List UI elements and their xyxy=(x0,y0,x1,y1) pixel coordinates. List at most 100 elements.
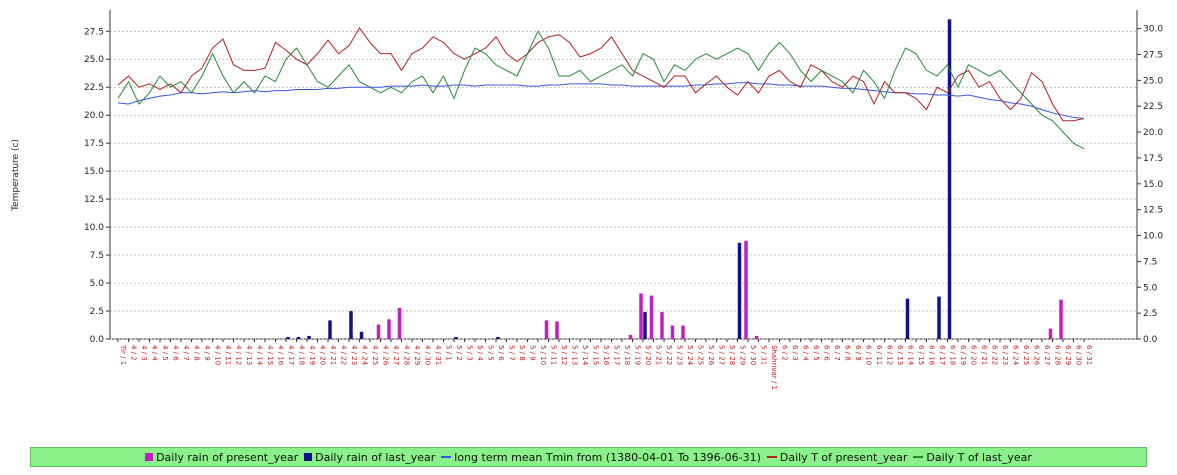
temperature-line xyxy=(117,26,1085,122)
x-tick-label: 6 / 7 xyxy=(833,345,841,361)
y-tick-label: 7.5 xyxy=(90,251,104,261)
x-tick-label: 5 / 15 xyxy=(592,345,600,365)
rain-bar xyxy=(544,320,549,339)
x-tick-label: 6 / 10 xyxy=(865,345,873,365)
x-tick-label: 5 / 9 xyxy=(529,345,537,361)
x-tick-label: 6 / 12 xyxy=(886,345,894,365)
x-tick-label: 5 / 6 xyxy=(497,345,505,361)
x-tick-label: 4 / 22 xyxy=(340,345,348,365)
x-tick-label: 4 / 27 xyxy=(392,345,400,365)
rain-bar xyxy=(628,334,633,339)
legend-label: Daily rain of last_year xyxy=(315,450,436,464)
x-tick-label: 6 / 9 xyxy=(854,345,862,361)
legend-item: Daily rain of last_year xyxy=(304,451,435,464)
x-tick-label: 4 / 29 xyxy=(413,345,421,365)
y-tick-label: 17.5 xyxy=(84,139,104,149)
rain-bar xyxy=(454,336,458,339)
x-tick-label: 5 / 3 xyxy=(466,345,474,361)
x-tick-label: 4 / 10 xyxy=(214,345,222,365)
x-tick-label: 6 / 15 xyxy=(917,345,925,365)
legend-swatch xyxy=(441,456,452,458)
x-tick-label: 4 / 26 xyxy=(382,345,390,366)
rain-bar xyxy=(397,307,402,339)
x-tick-label: 6 / 25 xyxy=(1022,345,1030,365)
y2-tick-label: 12.5 xyxy=(1143,206,1163,216)
x-tick-label: 5 / 13 xyxy=(571,345,579,365)
y2-tick-label: 17.5 xyxy=(1143,154,1163,164)
y2-tick-label: 27.5 xyxy=(1143,50,1163,60)
temperature-line xyxy=(117,82,1085,120)
x-tick-label: 5 / 28 xyxy=(728,345,736,365)
rain-bar xyxy=(359,331,364,339)
x-tick-label: 6 / 8 xyxy=(844,345,852,361)
legend-item: Daily rain of present_year xyxy=(145,451,298,464)
rain-bar xyxy=(349,311,353,339)
x-tick-label: 6 / 18 xyxy=(949,345,957,365)
x-tick-label: 4 / 17 xyxy=(287,345,295,365)
x-tick-label: 5 / 2 xyxy=(455,345,463,361)
x-tick-label: 4 / 7 xyxy=(182,345,190,361)
rain-bar xyxy=(737,242,742,339)
x-tick-label: 4 / 18 xyxy=(298,345,306,365)
x-tick-label: 6 / 4 xyxy=(802,345,810,361)
chart: Temperature (c) 0.0 2.5 5.0 7.5 10.0 12.5 15.0… xyxy=(11,10,1163,390)
x-tick-label: 4 / 8 xyxy=(193,345,201,361)
x-tick-label: 5 / 27 xyxy=(718,345,726,365)
x-tick-label: 5 / 10 xyxy=(539,345,547,365)
x-tick-label: 4 / 14 xyxy=(256,345,264,366)
x-tick-label: 4 / 9 xyxy=(203,345,211,361)
legend-swatch xyxy=(145,453,154,461)
x-tick-label: 6 / 19 xyxy=(959,345,967,365)
temperature-line xyxy=(117,30,1085,150)
x-tick-label: 5 / 24 xyxy=(686,345,694,366)
x-tick-label: 4 / 21 xyxy=(329,345,337,365)
x-tick-label: 4 / 24 xyxy=(361,345,369,366)
legend-item: long term mean Tmin from (1380-04-01 To … xyxy=(441,451,761,464)
x-tick-label: 5 / 4 xyxy=(476,345,484,361)
y2-tick-label: 7.5 xyxy=(1143,257,1157,267)
y-tick-label: 15.0 xyxy=(84,167,104,177)
x-tick-label: 6 / 20 xyxy=(970,345,978,365)
x-tick-label: 6 / 31 xyxy=(1085,345,1093,365)
x-tick-label: 5 / 5 xyxy=(487,345,495,361)
y-tick-label: 12.5 xyxy=(84,195,104,205)
x-tick-label: 6 / 26 xyxy=(1033,345,1041,366)
x-tick-label: 6 / 5 xyxy=(812,345,820,361)
y-tick-label: 0.0 xyxy=(90,335,105,345)
x-tick-label: 6 / 14 xyxy=(907,345,915,366)
rain-bar xyxy=(670,325,675,339)
x-tick-label: 5 / 26 xyxy=(707,345,715,366)
rain-bar xyxy=(681,325,685,339)
x-tick-label: 4 / 12 xyxy=(235,345,243,365)
y2-tick-label: 15.0 xyxy=(1143,180,1163,190)
x-tick-label: 4 / 28 xyxy=(403,345,411,365)
legend-item: Daily T of present_year xyxy=(766,451,907,464)
rain-bar xyxy=(1048,328,1053,339)
x-tick-label: 4 / 16 xyxy=(277,345,285,366)
y2-tick-label: 20.0 xyxy=(1143,128,1163,138)
x-tick-label: 5 / 25 xyxy=(697,345,705,365)
legend-item: Daily T of last_year xyxy=(913,451,1032,464)
y-axis-label: Temperature (c) xyxy=(11,139,21,212)
x-tick-label: 4 / 11 xyxy=(224,345,232,365)
rain-bar xyxy=(660,312,664,339)
x-tick-label: 5 / 14 xyxy=(581,345,589,366)
x-tick-label: 5 / 16 xyxy=(602,345,610,366)
y-tick-label: 2.5 xyxy=(90,307,104,317)
y-tick-label: 20.0 xyxy=(84,111,104,121)
x-tick-label: 4 / 31 xyxy=(434,345,442,365)
x-tick-label: Shahrivar / 1 xyxy=(770,345,778,390)
x-tick-label: 4 / 3 xyxy=(140,345,148,361)
x-tick-label: 6 / 16 xyxy=(928,345,936,366)
x-tick-label: 6 / 28 xyxy=(1054,345,1062,365)
rain-bar xyxy=(744,240,748,339)
rain-bar xyxy=(754,335,759,339)
rain-bar xyxy=(387,319,391,339)
x-tick-label: 6 / 23 xyxy=(1001,345,1009,365)
x-tick-label: 4 / 5 xyxy=(161,345,169,361)
x-tick-label: 6 / 3 xyxy=(791,345,799,361)
rain-bar xyxy=(307,335,311,339)
x-tick-label: 6 / 6 xyxy=(823,345,831,361)
x-tick-label: 6 / 29 xyxy=(1064,345,1072,365)
